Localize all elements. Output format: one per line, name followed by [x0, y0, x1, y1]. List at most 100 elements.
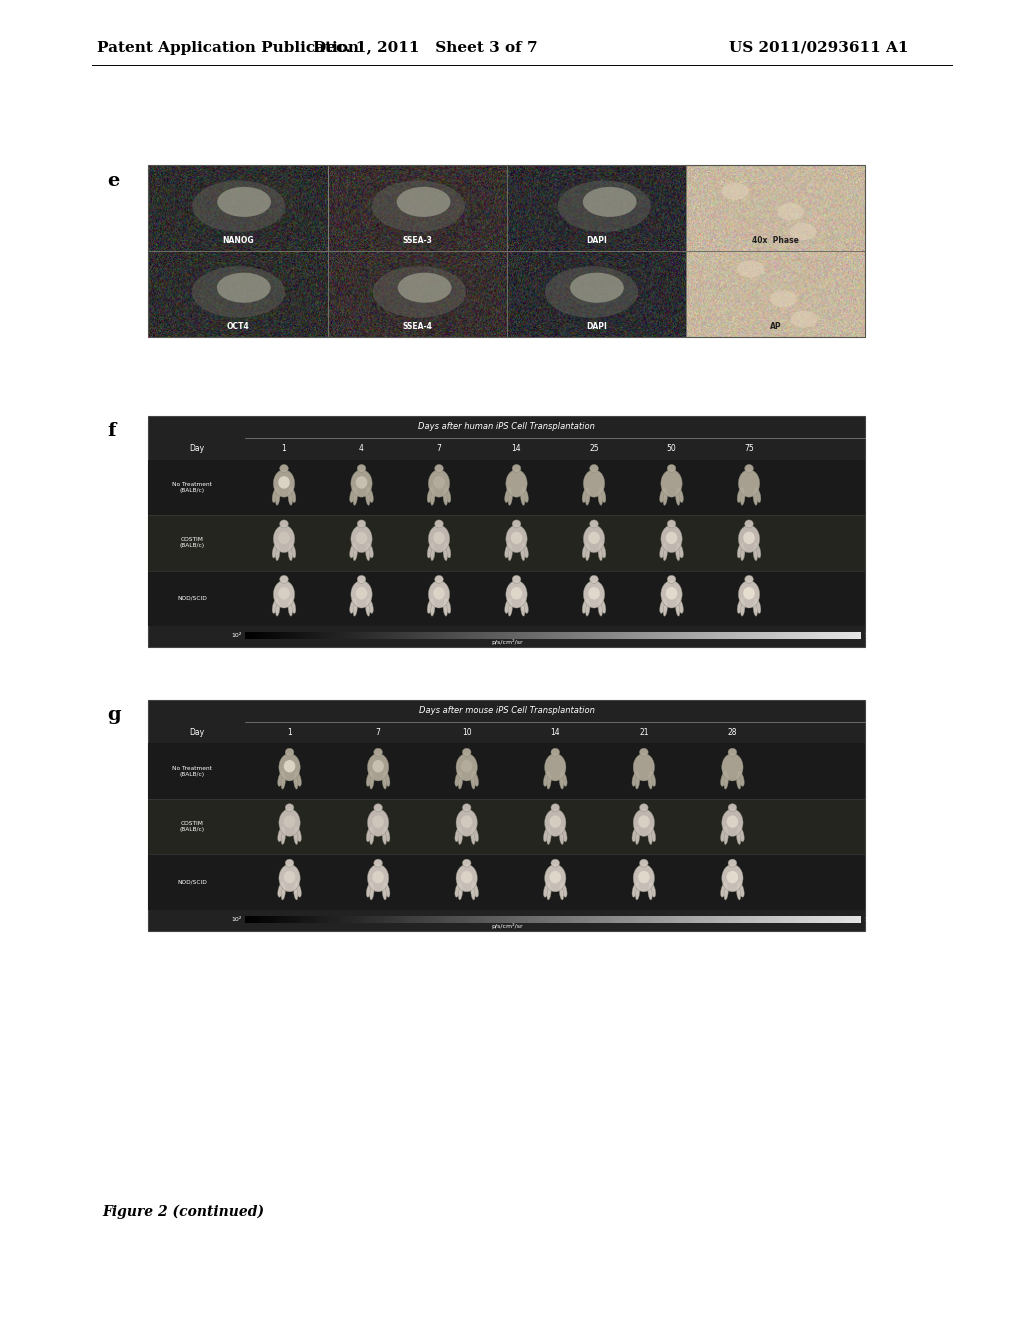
- Ellipse shape: [367, 882, 373, 898]
- Bar: [148, 251, 328, 337]
- Bar: [581, 632, 585, 639]
- Ellipse shape: [666, 587, 677, 599]
- Bar: [627, 632, 631, 639]
- Bar: [737, 632, 741, 639]
- Bar: [562, 632, 566, 639]
- Ellipse shape: [357, 520, 366, 528]
- Ellipse shape: [286, 748, 294, 756]
- Bar: [651, 916, 655, 923]
- Bar: [593, 916, 597, 923]
- Bar: [356, 632, 360, 639]
- Bar: [568, 632, 572, 639]
- Bar: [402, 632, 407, 639]
- Ellipse shape: [368, 754, 389, 781]
- Bar: [817, 916, 821, 923]
- Bar: [399, 632, 403, 639]
- Bar: [805, 916, 809, 923]
- Bar: [614, 632, 618, 639]
- Ellipse shape: [649, 826, 655, 842]
- Bar: [270, 632, 274, 639]
- Ellipse shape: [355, 532, 368, 544]
- Bar: [664, 632, 668, 639]
- Bar: [366, 916, 370, 923]
- Ellipse shape: [383, 882, 390, 898]
- Ellipse shape: [545, 809, 566, 837]
- Ellipse shape: [434, 465, 443, 473]
- Ellipse shape: [570, 273, 624, 302]
- Ellipse shape: [366, 602, 370, 616]
- Bar: [280, 632, 284, 639]
- Bar: [786, 632, 791, 639]
- Bar: [412, 916, 416, 923]
- Bar: [501, 916, 505, 923]
- Ellipse shape: [583, 187, 637, 216]
- Bar: [495, 916, 499, 923]
- Bar: [381, 632, 385, 639]
- Text: AP: AP: [770, 322, 781, 330]
- Ellipse shape: [737, 882, 744, 898]
- Ellipse shape: [273, 470, 295, 498]
- Bar: [790, 916, 794, 923]
- Ellipse shape: [508, 602, 512, 616]
- Text: 75: 75: [744, 445, 754, 453]
- Bar: [688, 632, 692, 639]
- Bar: [799, 916, 803, 923]
- Ellipse shape: [396, 187, 451, 216]
- Ellipse shape: [427, 598, 434, 614]
- Bar: [673, 916, 677, 923]
- Ellipse shape: [471, 830, 475, 845]
- Ellipse shape: [456, 809, 477, 837]
- Bar: [387, 632, 391, 639]
- Bar: [378, 916, 382, 923]
- Bar: [286, 632, 290, 639]
- Bar: [599, 632, 603, 639]
- Bar: [452, 632, 456, 639]
- Bar: [624, 632, 628, 639]
- Bar: [307, 916, 311, 923]
- Bar: [350, 632, 354, 639]
- Bar: [826, 916, 830, 923]
- Ellipse shape: [505, 598, 511, 614]
- Bar: [449, 916, 453, 923]
- Bar: [703, 916, 708, 923]
- Ellipse shape: [721, 826, 727, 842]
- Bar: [725, 632, 729, 639]
- Bar: [621, 916, 625, 923]
- Bar: [535, 916, 539, 923]
- Bar: [777, 916, 781, 923]
- Ellipse shape: [740, 546, 744, 561]
- Ellipse shape: [427, 487, 434, 503]
- Bar: [676, 632, 680, 639]
- Ellipse shape: [545, 865, 566, 892]
- Bar: [384, 632, 388, 639]
- Text: Day: Day: [189, 729, 205, 737]
- Bar: [485, 632, 489, 639]
- Bar: [703, 632, 708, 639]
- Bar: [252, 632, 256, 639]
- Bar: [148, 743, 865, 799]
- Ellipse shape: [472, 826, 478, 842]
- Ellipse shape: [508, 491, 512, 506]
- Ellipse shape: [373, 760, 384, 772]
- Bar: [319, 632, 324, 639]
- Bar: [826, 632, 830, 639]
- Bar: [710, 916, 714, 923]
- Bar: [617, 632, 622, 639]
- Bar: [406, 916, 410, 923]
- Bar: [504, 916, 508, 923]
- Bar: [700, 916, 705, 923]
- Ellipse shape: [599, 487, 606, 503]
- Bar: [464, 916, 468, 923]
- Bar: [332, 632, 336, 639]
- Bar: [488, 916, 493, 923]
- Ellipse shape: [676, 546, 680, 561]
- Ellipse shape: [295, 882, 301, 898]
- Bar: [719, 916, 723, 923]
- Text: Days after mouse iPS Cell Transplantation: Days after mouse iPS Cell Transplantatio…: [419, 706, 595, 715]
- Bar: [541, 916, 545, 923]
- Ellipse shape: [433, 587, 444, 599]
- Bar: [596, 916, 600, 923]
- Ellipse shape: [770, 290, 797, 308]
- Bar: [737, 916, 741, 923]
- Bar: [418, 916, 422, 923]
